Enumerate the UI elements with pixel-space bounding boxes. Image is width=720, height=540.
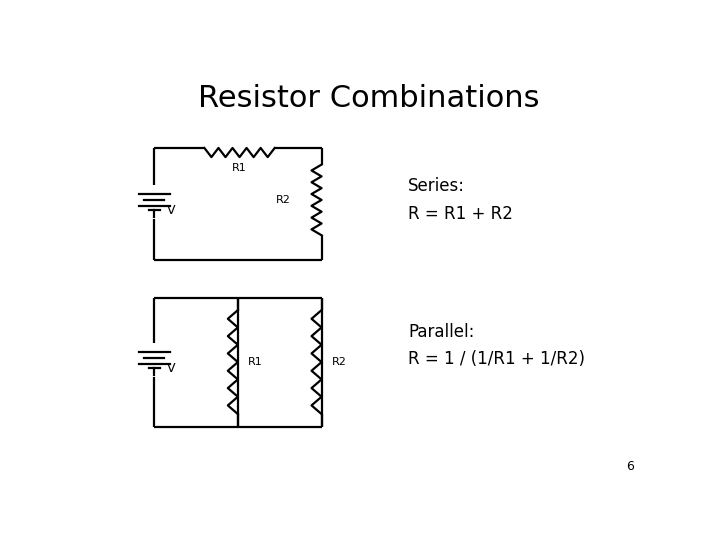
Text: V: V [166,362,175,375]
Text: 6: 6 [626,460,634,473]
Text: Resistor Combinations: Resistor Combinations [198,84,540,112]
Text: R2: R2 [276,195,291,205]
Text: R2: R2 [332,357,346,367]
Text: V: V [166,204,175,217]
Text: R1: R1 [248,357,263,367]
Text: Series:
R = R1 + R2: Series: R = R1 + R2 [408,177,513,223]
Text: Parallel:
R = 1 / (1/R1 + 1/R2): Parallel: R = 1 / (1/R1 + 1/R2) [408,322,585,368]
Text: R1: R1 [232,163,247,173]
